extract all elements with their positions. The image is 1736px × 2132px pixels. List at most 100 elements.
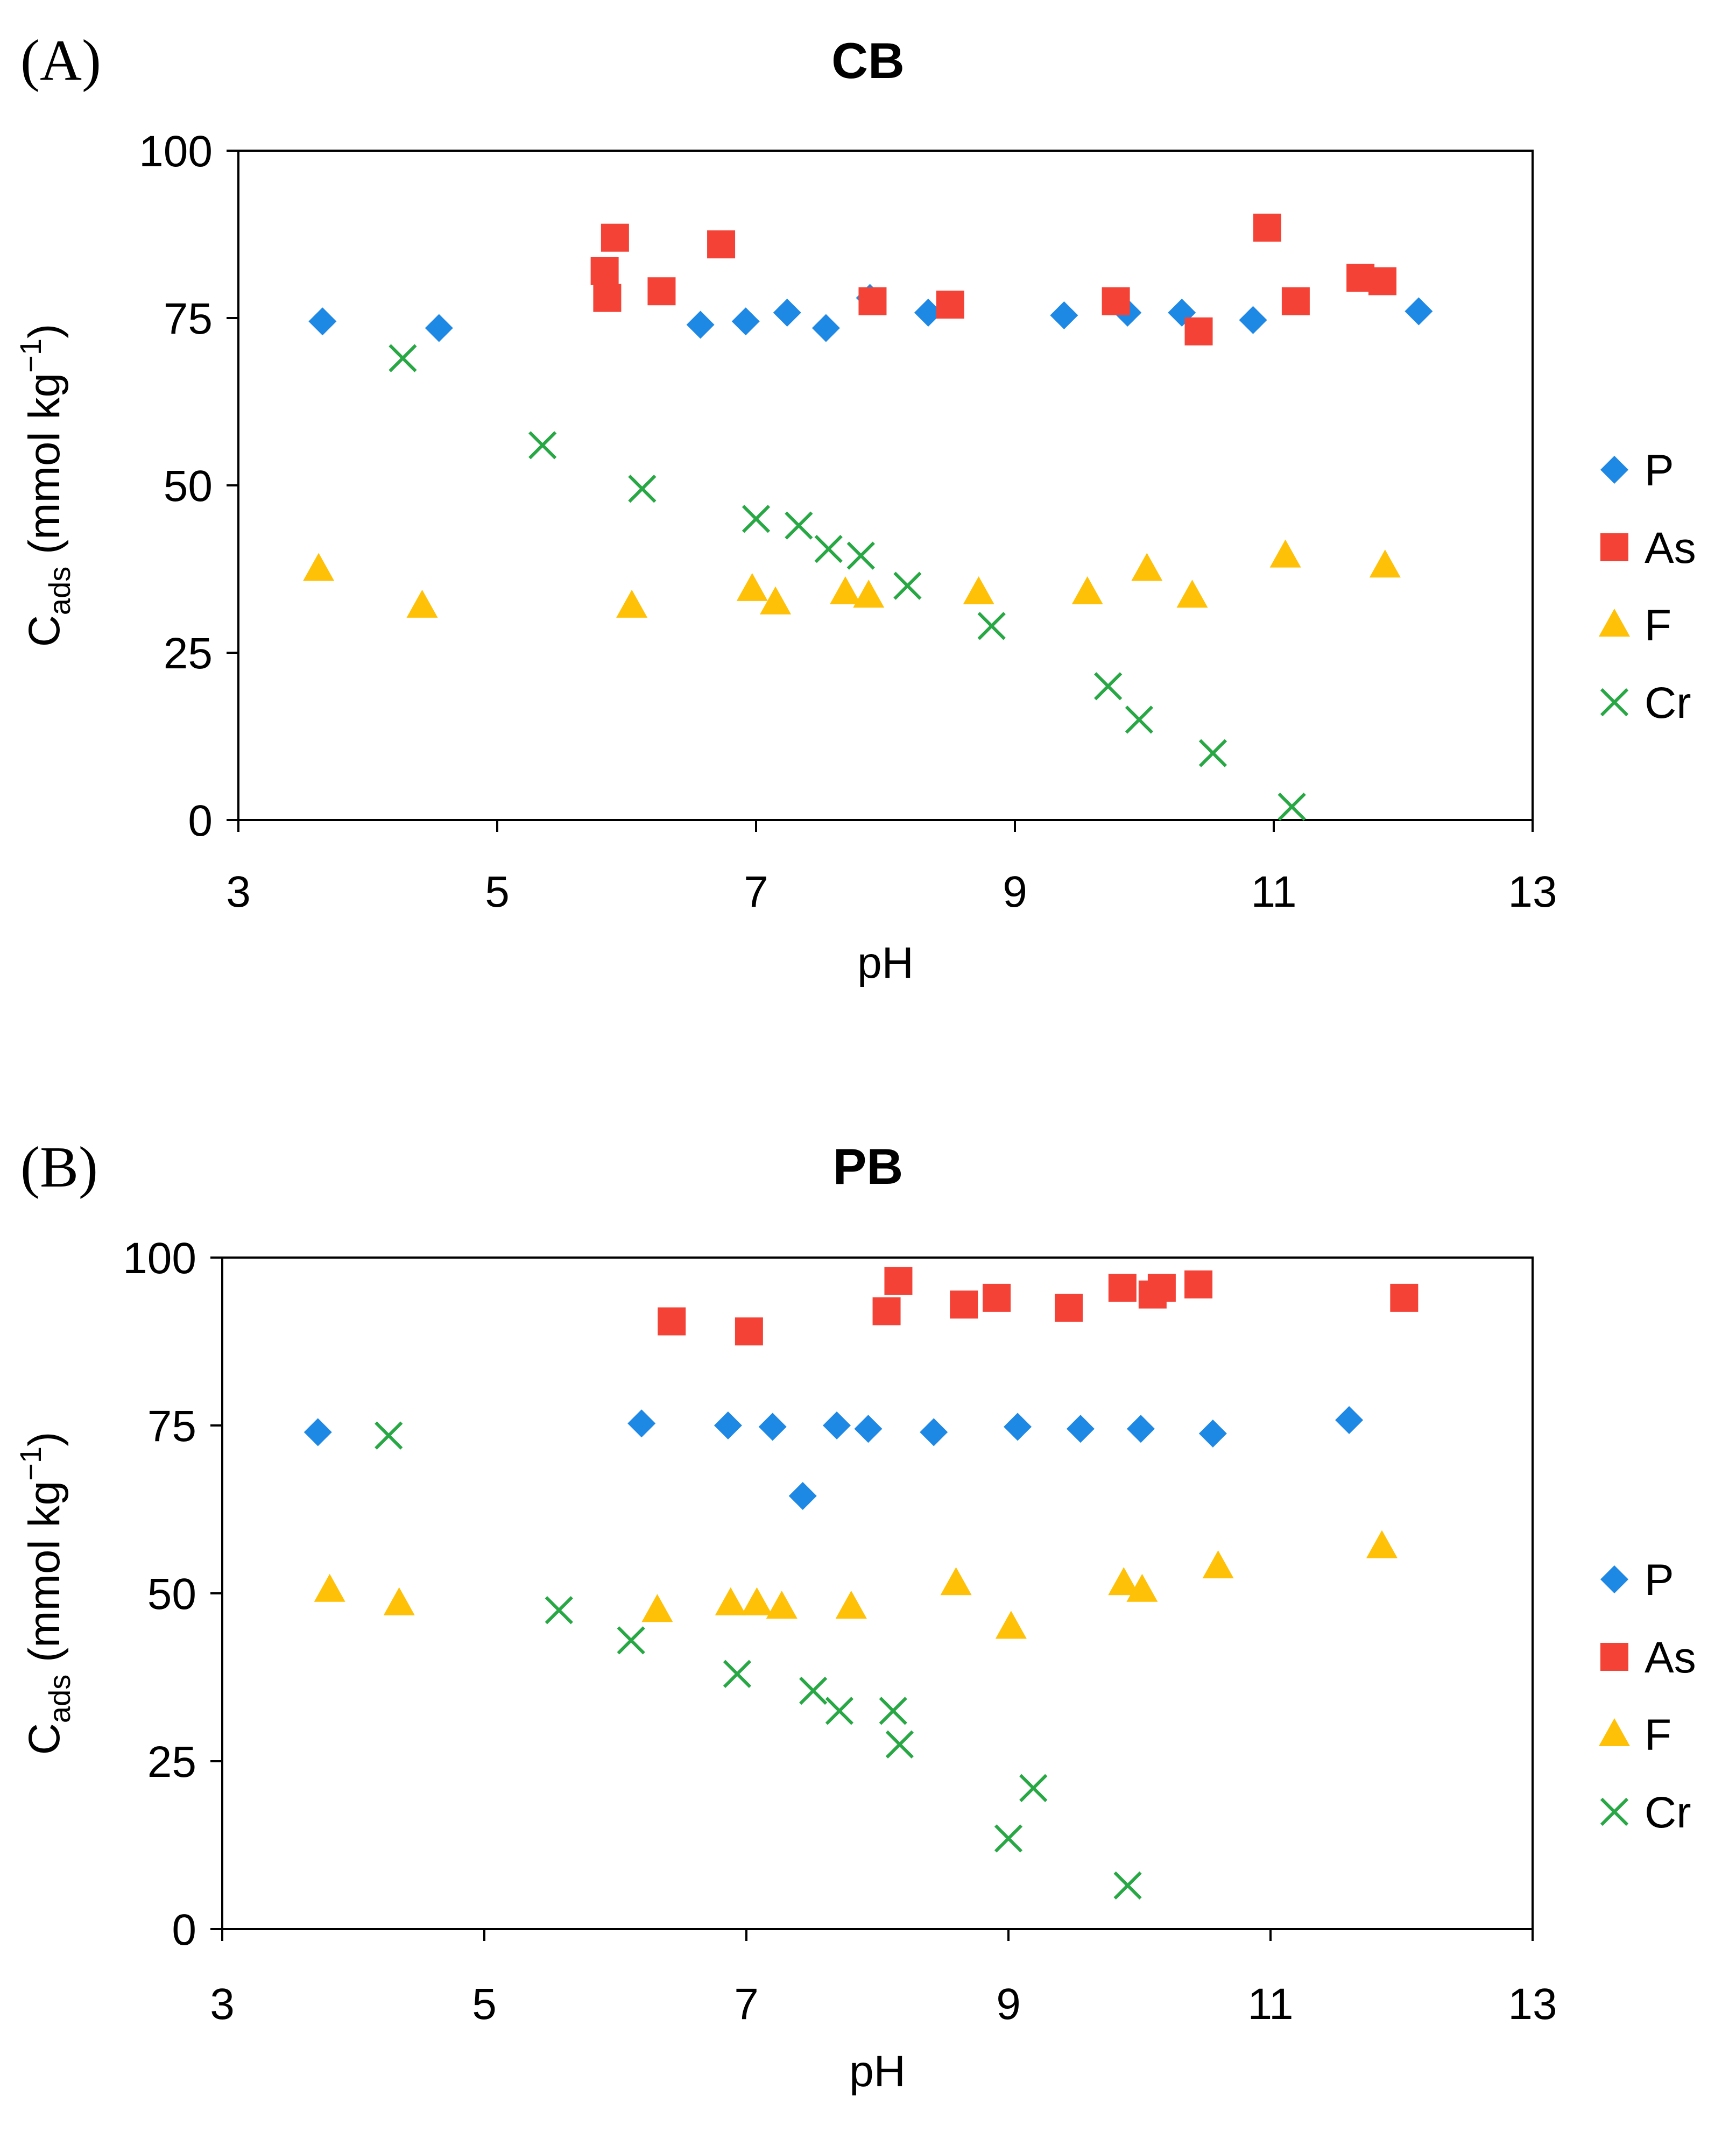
point-f <box>1366 1530 1398 1558</box>
point-as <box>601 223 629 252</box>
point-cr <box>389 344 417 372</box>
y-tick-label: 50 <box>147 1570 196 1619</box>
y-tick-label: 75 <box>164 294 213 343</box>
point-p <box>731 307 760 336</box>
point-f <box>835 1590 867 1619</box>
point-as <box>1102 287 1130 315</box>
point-cr <box>375 1421 403 1450</box>
point-as <box>1184 317 1213 345</box>
y-axis-title-pb: Cads (mmol kg−1) <box>13 1432 76 1755</box>
point-f <box>741 1587 773 1615</box>
legend-label-as: As <box>1645 1633 1696 1682</box>
point-as <box>1108 1274 1137 1302</box>
point-cr <box>785 511 813 540</box>
point-p <box>1198 1419 1227 1448</box>
point-p <box>788 1482 817 1510</box>
point-cr <box>1094 672 1123 701</box>
y-axis-title-cb: Cads (mmol kg−1) <box>13 324 76 647</box>
point-p <box>1126 1415 1155 1443</box>
point-f <box>406 589 438 618</box>
point-cr <box>617 1626 645 1655</box>
point-p <box>823 1411 851 1439</box>
series-p-cb <box>308 284 1433 342</box>
point-f <box>1131 553 1163 581</box>
point-cr <box>723 1660 752 1688</box>
point-p <box>920 1418 948 1446</box>
x-tick-label: 5 <box>472 1980 497 2029</box>
point-as <box>1281 287 1310 315</box>
point-as <box>872 1297 901 1325</box>
point-f <box>1071 576 1103 605</box>
point-p <box>773 299 801 327</box>
series-f-cb <box>303 539 1401 618</box>
point-p <box>914 299 942 327</box>
point-p <box>627 1409 656 1438</box>
point-as <box>593 284 622 312</box>
point-p <box>308 307 337 336</box>
x-tick-label: 13 <box>1508 1980 1557 2029</box>
point-p <box>1066 1415 1095 1443</box>
legend-label-cr: Cr <box>1645 679 1691 728</box>
point-as <box>1055 1294 1083 1322</box>
legend-marker-p <box>1600 1565 1628 1593</box>
x-tick-label: 5 <box>485 867 510 916</box>
legend-marker-p <box>1600 456 1628 484</box>
point-cr <box>742 505 771 533</box>
point-as <box>647 277 676 306</box>
point-cr <box>994 1824 1023 1853</box>
point-p <box>1050 301 1078 330</box>
point-f <box>1126 1573 1158 1602</box>
legend-label-f: F <box>1645 601 1671 650</box>
point-p <box>304 1418 332 1446</box>
point-f <box>853 580 885 608</box>
panel-label-cb: (A) <box>20 29 101 93</box>
point-f <box>314 1573 345 1602</box>
legend-marker-cr <box>1600 1797 1629 1826</box>
chart-title-cb: CB <box>831 32 905 89</box>
chart-title-pb: PB <box>833 1138 904 1195</box>
point-f <box>1202 1550 1234 1579</box>
y-tick-label: 25 <box>147 1738 196 1787</box>
legend-marker-f <box>1599 609 1630 637</box>
point-cr <box>1198 739 1227 767</box>
point-cr <box>879 1697 907 1725</box>
point-f <box>641 1594 673 1622</box>
point-cr <box>814 535 843 563</box>
point-f <box>1269 539 1301 568</box>
point-cr <box>528 431 557 460</box>
point-as <box>858 287 887 315</box>
plot-area-cb <box>237 150 1534 821</box>
y-tick-label: 25 <box>164 629 213 678</box>
point-f <box>1176 580 1208 608</box>
point-cr <box>846 541 875 570</box>
x-axis-title-cb: pH <box>857 938 914 987</box>
point-p <box>1335 1406 1364 1435</box>
point-p <box>854 1415 883 1443</box>
point-p <box>714 1411 742 1439</box>
y-tick-label: 100 <box>139 127 213 176</box>
x-tick-label: 7 <box>734 1980 759 2029</box>
y-tick-label: 100 <box>123 1234 196 1283</box>
x-axis-title-pb: pH <box>849 2047 906 2096</box>
x-tick-label: 11 <box>1247 1980 1293 2029</box>
point-f <box>829 576 861 605</box>
point-cr <box>799 1676 828 1705</box>
point-f <box>963 576 994 605</box>
point-f <box>760 586 792 615</box>
point-f <box>940 1567 972 1596</box>
legend-cb: P As F Cr <box>1599 446 1696 728</box>
point-cr <box>1278 792 1306 821</box>
point-p <box>686 310 715 339</box>
legend-label-f: F <box>1645 1711 1671 1760</box>
point-f <box>736 573 768 601</box>
series-cr-cb <box>389 344 1306 821</box>
point-p <box>811 314 840 342</box>
point-as <box>936 291 964 319</box>
chart-cb: (A) CB 3 5 7 9 11 13 0 25 50 75 100 pH Cads (mmol kg−1… <box>13 29 1696 987</box>
series-p-pb <box>304 1406 1364 1510</box>
point-as <box>983 1283 1011 1312</box>
point-p <box>1405 297 1433 326</box>
legend-marker-as <box>1600 1643 1628 1671</box>
point-as <box>590 257 619 285</box>
